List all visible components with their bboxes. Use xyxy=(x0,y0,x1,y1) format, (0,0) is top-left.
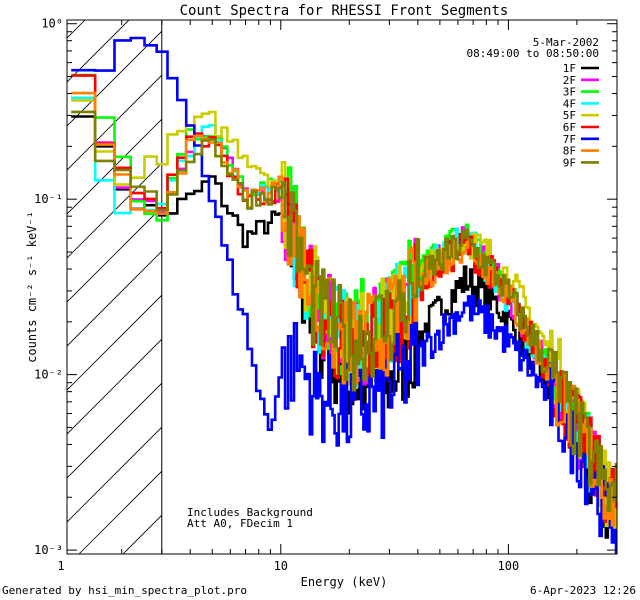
legend-label-3f: 3F xyxy=(563,86,576,99)
hatch-line xyxy=(67,250,162,347)
legend-label-4f: 4F xyxy=(563,97,576,110)
x-tick-label: 100 xyxy=(498,559,520,573)
axis-ticks: 1 10 100 10⁰ 10⁻¹ 10⁻² 10⁻³ xyxy=(34,17,618,573)
legend-label-7f: 7F xyxy=(563,133,576,146)
series-group xyxy=(71,36,617,554)
y-axis-label: counts cm⁻² s⁻¹ keV⁻¹ xyxy=(25,211,39,363)
y-tick-label: 10⁰ xyxy=(41,17,63,31)
legend-label-8f: 8F xyxy=(563,145,576,158)
y-tick-label: 10⁻¹ xyxy=(34,192,63,206)
chart-title: Count Spectra for RHESSI Front Segments xyxy=(180,3,509,19)
series-9f xyxy=(71,110,617,512)
x-axis-label: Energy (keV) xyxy=(301,575,388,589)
legend-label-9f: 9F xyxy=(563,156,576,169)
hatch-line xyxy=(67,74,162,171)
x-tick-label: 1 xyxy=(57,559,64,573)
plot-frame xyxy=(66,19,618,555)
legend-label-1f: 1F xyxy=(563,62,576,75)
y-tick-label: 10⁻³ xyxy=(34,543,63,557)
legend-label-2f: 2F xyxy=(563,74,576,87)
attenuator-hatch-region xyxy=(67,20,162,554)
annotation-attenuator: Att A0, FDecim 1 xyxy=(187,517,293,530)
series-line xyxy=(71,110,617,512)
series-line xyxy=(71,36,617,554)
time-range-label: 08:49:00 to 08:50:00 xyxy=(467,47,599,60)
footer-timestamp: 6-Apr-2023 12:26 xyxy=(530,584,636,597)
date-label: 5-Mar-2002 xyxy=(533,36,599,49)
legend-label-5f: 5F xyxy=(563,109,576,122)
footer-generated-by: Generated by hsi_min_spectra_plot.pro xyxy=(2,584,247,597)
hatch-line xyxy=(67,426,162,523)
hatch-line xyxy=(67,382,162,479)
y-tick-label: 10⁻² xyxy=(34,368,63,382)
x-tick-label: 10 xyxy=(274,559,288,573)
hatch-line xyxy=(67,30,162,127)
annotation-background: Includes Background xyxy=(187,506,313,519)
series-7f xyxy=(71,36,617,554)
hatch-line xyxy=(67,206,162,303)
legend-label-6f: 6F xyxy=(563,121,576,134)
